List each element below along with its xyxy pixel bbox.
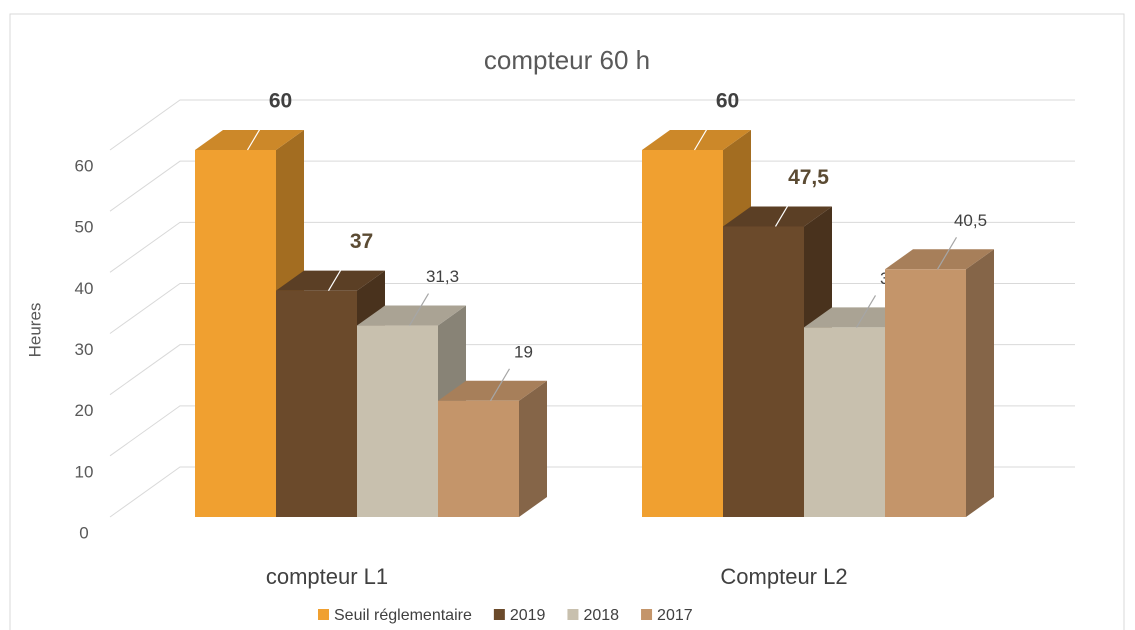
bar-top [723, 206, 832, 227]
y-tick-label: 10 [75, 462, 94, 481]
legend-label: 2019 [510, 607, 546, 624]
bar-side [966, 249, 994, 517]
legend-label: 2017 [657, 607, 693, 624]
legend-label: 2018 [583, 607, 619, 624]
legend-swatch [567, 609, 579, 620]
bar-top [276, 270, 385, 291]
leader-line [855, 295, 877, 328]
bar [885, 269, 966, 517]
data-label: 40,5 [954, 211, 987, 230]
bar-side [519, 380, 547, 517]
y-tick-label: 40 [75, 279, 94, 298]
bar [723, 226, 804, 518]
data-label: 19 [514, 342, 533, 361]
bar-top [642, 130, 751, 150]
bar [195, 150, 276, 517]
data-label: 37 [350, 230, 373, 253]
legend-swatch [641, 609, 653, 620]
leader-line [936, 236, 958, 270]
y-tick-label: 60 [75, 156, 94, 175]
data-label: 60 [269, 90, 292, 113]
leader-line [489, 368, 511, 402]
y-tick-label: 20 [75, 401, 94, 420]
leader-line [327, 258, 349, 291]
data-label: 31,3 [426, 267, 459, 286]
x-tick-label: Compteur L2 [720, 564, 847, 589]
bar-top [885, 249, 994, 270]
bar-top [195, 130, 304, 150]
bar [438, 400, 519, 517]
leader-line [774, 194, 796, 227]
bar [804, 327, 885, 517]
x-tick-label: compteur L1 [266, 564, 388, 589]
leader-line [408, 293, 430, 326]
bar [642, 150, 723, 517]
grid-line [109, 99, 1075, 151]
data-label: 47,5 [788, 166, 829, 189]
legend-swatch [493, 609, 505, 620]
grid-line [109, 160, 1075, 212]
y-axis-label: Heures [25, 303, 44, 358]
chart-title: compteur 60 h [484, 45, 650, 75]
y-tick-label: 50 [75, 218, 94, 237]
bar-top [438, 380, 547, 401]
legend-label: Seuil réglementaire [334, 607, 472, 624]
bar [276, 290, 357, 517]
y-tick-label: 30 [75, 340, 94, 359]
legend-swatch [318, 609, 329, 620]
leader-line [693, 117, 715, 151]
y-tick-label: 0 [79, 523, 88, 542]
bar-top [357, 305, 466, 326]
leader-line [246, 117, 268, 151]
data-label: 60 [716, 90, 739, 113]
bar [357, 325, 438, 517]
